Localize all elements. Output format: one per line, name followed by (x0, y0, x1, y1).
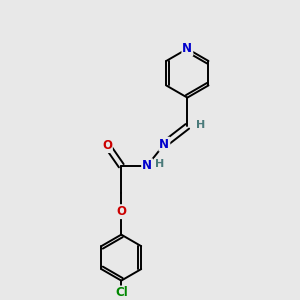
Text: Cl: Cl (115, 286, 128, 299)
Text: O: O (102, 139, 112, 152)
Text: N: N (182, 42, 192, 55)
Text: H: H (154, 159, 164, 169)
Text: H: H (196, 120, 205, 130)
Text: O: O (116, 205, 126, 218)
Text: N: N (159, 138, 170, 151)
Text: N: N (142, 159, 152, 172)
